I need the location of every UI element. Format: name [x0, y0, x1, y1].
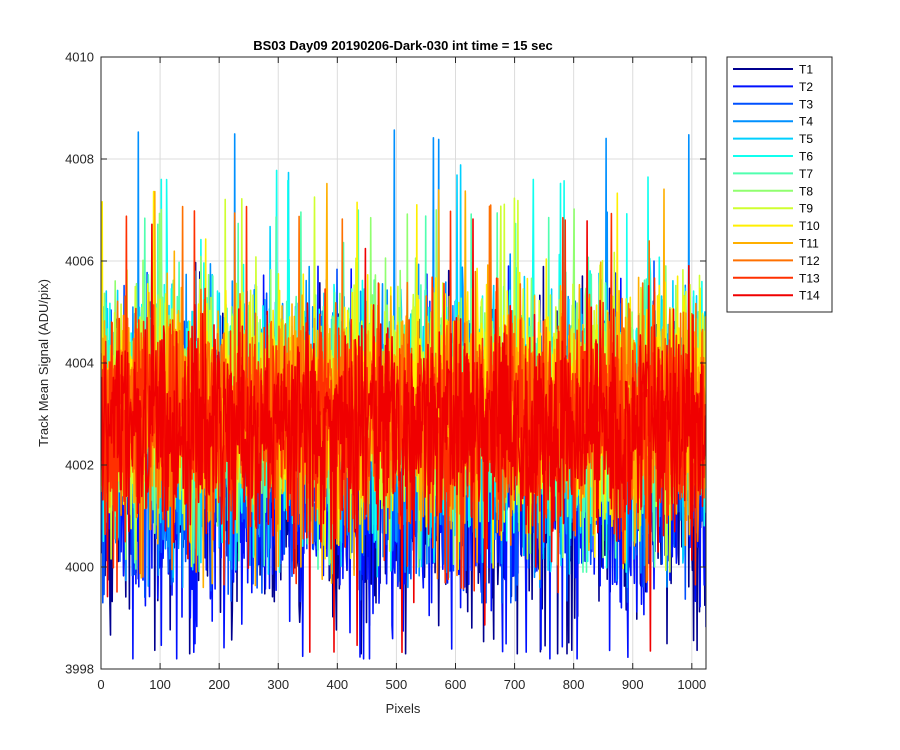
- plot-area: 0 100 200 300 400 500 600 700 800 900 1000 3998 4000…: [65, 50, 707, 693]
- y-tick-label: 4002: [65, 458, 94, 473]
- x-tick-label: 400: [326, 677, 348, 692]
- legend-label-t6: T6: [799, 150, 813, 164]
- x-tick-label: 100: [149, 677, 171, 692]
- series-line-t14: [101, 218, 706, 654]
- x-tick-label: 900: [622, 677, 644, 692]
- y-tick-label: 4008: [65, 152, 94, 167]
- legend-label-t5: T5: [799, 132, 813, 146]
- x-tick-label: 800: [563, 677, 585, 692]
- x-tick-label: 200: [208, 677, 230, 692]
- x-tick-label: 300: [267, 677, 289, 692]
- legend-label-t13: T13: [799, 271, 820, 285]
- legend-label-t7: T7: [799, 167, 813, 181]
- legend-label-t9: T9: [799, 202, 813, 216]
- x-axis-label: Pixels: [386, 701, 421, 716]
- y-tick-label: 3998: [65, 662, 94, 677]
- y-tick-label: 4010: [65, 50, 94, 65]
- legend-label-t3: T3: [799, 97, 813, 111]
- legend-label-t10: T10: [799, 219, 820, 233]
- chart-title: BS03 Day09 20190206-Dark-030 int time = …: [253, 38, 553, 53]
- legend-label-t11: T11: [799, 237, 819, 251]
- legend-items: T1 T2 T3 T4 T5 T6 T7 T8 T9 T10 T11 T12 T13 T14: [733, 63, 820, 303]
- x-tick-label: 700: [504, 677, 526, 692]
- series-lines: [101, 129, 706, 660]
- legend-label-t1: T1: [799, 63, 813, 77]
- legend-label-t14: T14: [799, 289, 820, 303]
- axis-ticks: 0 100 200 300 400 500 600 700 800 900 1000 3998 4000…: [65, 50, 706, 693]
- x-tick-label: 1000: [677, 677, 706, 692]
- legend-label-t8: T8: [799, 184, 813, 198]
- legend-label-t4: T4: [799, 115, 813, 129]
- legend-label-t2: T2: [799, 80, 813, 94]
- y-tick-label: 4006: [65, 254, 94, 269]
- legend-label-t12: T12: [799, 254, 820, 268]
- legend-box: [726, 56, 833, 313]
- x-tick-label: 500: [386, 677, 408, 692]
- y-tick-label: 4004: [65, 356, 94, 371]
- x-tick-label: 600: [445, 677, 467, 692]
- y-tick-label: 4000: [65, 560, 94, 575]
- y-axis-label: Track Mean Signal (ADU/pix): [36, 279, 51, 447]
- legend: T1 T2 T3 T4 T5 T6 T7 T8 T9 T10 T11 T12 T13 T14: [726, 56, 833, 313]
- x-tick-label: 0: [97, 677, 104, 692]
